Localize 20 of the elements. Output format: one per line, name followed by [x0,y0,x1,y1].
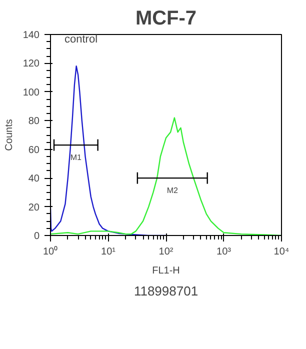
annotation: control [64,34,98,46]
y-tick-label: 60 [28,144,40,156]
x-axis-title: FL1-H [152,266,180,276]
y-tick-label: 140 [22,30,40,41]
x-tick-label: 10⁴ [274,246,290,258]
x-tick-label: 10¹ [101,246,116,258]
series-label: M1 [70,153,82,162]
y-axis-title: Counts [4,119,15,151]
x-tick-label: 10² [158,246,174,258]
y-tick-label: 40 [28,174,40,185]
y-tick-label: 80 [28,116,40,128]
y-tick-label: 20 [28,202,40,214]
y-tick-label: 100 [22,87,40,98]
text: 118998701 [134,284,198,298]
series-label: M2 [166,186,178,196]
chart-title: MCF-7 [135,8,197,30]
x-tick-label: 10⁰ [42,246,58,258]
y-tick-label: 0 [34,231,40,242]
y-tick-label: 120 [22,58,40,70]
x-tick-label: 10³ [216,246,232,258]
